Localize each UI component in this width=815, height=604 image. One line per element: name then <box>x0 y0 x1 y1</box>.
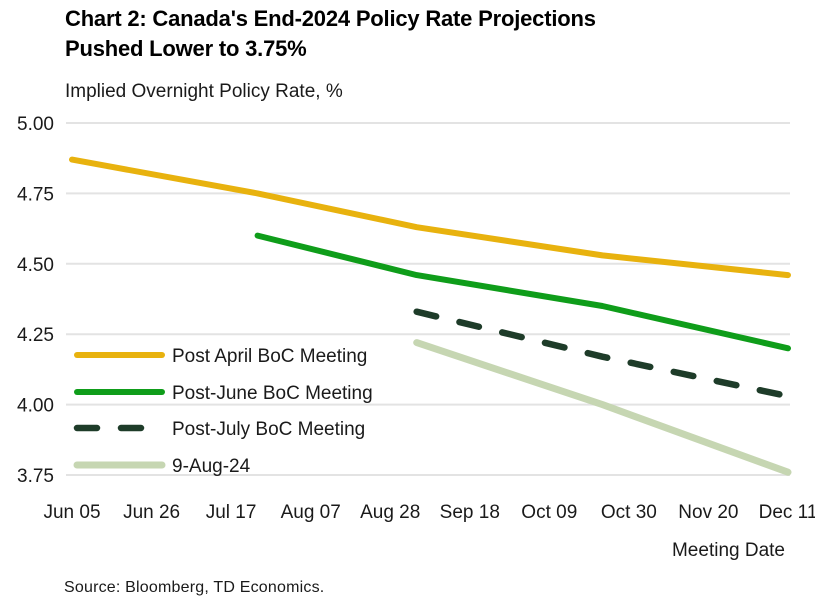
series-line-post-june-boc-meeting <box>254 232 791 352</box>
x-tick-label-sep-18: Sep 18 <box>440 502 500 523</box>
y-tick-label-3.75: 3.75 <box>17 466 54 487</box>
legend-label-post-april-boc-meeting: Post April BoC Meeting <box>172 346 367 367</box>
x-tick-label-aug-28: Aug 28 <box>360 502 420 523</box>
y-tick-label-4.25: 4.25 <box>17 325 54 346</box>
y-tick-label-4.00: 4.00 <box>17 396 54 417</box>
series-line-9-aug-24 <box>413 339 792 476</box>
chart-title-line2: Pushed Lower to 3.75% <box>65 36 307 61</box>
x-tick-label-dec-11: Dec 11 <box>759 502 815 523</box>
legend-label-9-aug-24: 9-Aug-24 <box>172 456 251 477</box>
y-tick-label-4.50: 4.50 <box>17 255 54 276</box>
series-line-post-july-boc-meeting <box>413 308 792 400</box>
y-tick-label-5.00: 5.00 <box>17 114 54 135</box>
legend-label-post-july-boc-meeting: Post-July BoC Meeting <box>172 419 365 440</box>
x-tick-label-oct-30: Oct 30 <box>601 502 657 523</box>
x-tick-label-jun-26: Jun 26 <box>123 502 180 523</box>
chart-title: Chart 2: Canada's End-2024 Policy Rate P… <box>65 4 785 64</box>
x-tick-label-jun-05: Jun 05 <box>43 502 100 523</box>
x-tick-label-nov-20: Nov 20 <box>678 502 738 523</box>
chart-title-line1: Chart 2: Canada's End-2024 Policy Rate P… <box>65 6 596 31</box>
x-axis-title: Meeting Date <box>671 540 785 561</box>
x-tick-label-aug-07: Aug 07 <box>281 502 341 523</box>
legend-label-post-june-boc-meeting: Post-June BoC Meeting <box>172 383 373 404</box>
x-tick-label-jul-17: Jul 17 <box>206 502 257 523</box>
y-axis-unit-label: Implied Overnight Policy Rate, % <box>65 81 343 102</box>
x-tick-label-oct-09: Oct 09 <box>521 502 577 523</box>
y-tick-label-4.75: 4.75 <box>17 184 54 205</box>
source-note: Source: Bloomberg, TD Economics. <box>64 579 325 596</box>
series-line-post-april-boc-meeting <box>69 156 791 279</box>
